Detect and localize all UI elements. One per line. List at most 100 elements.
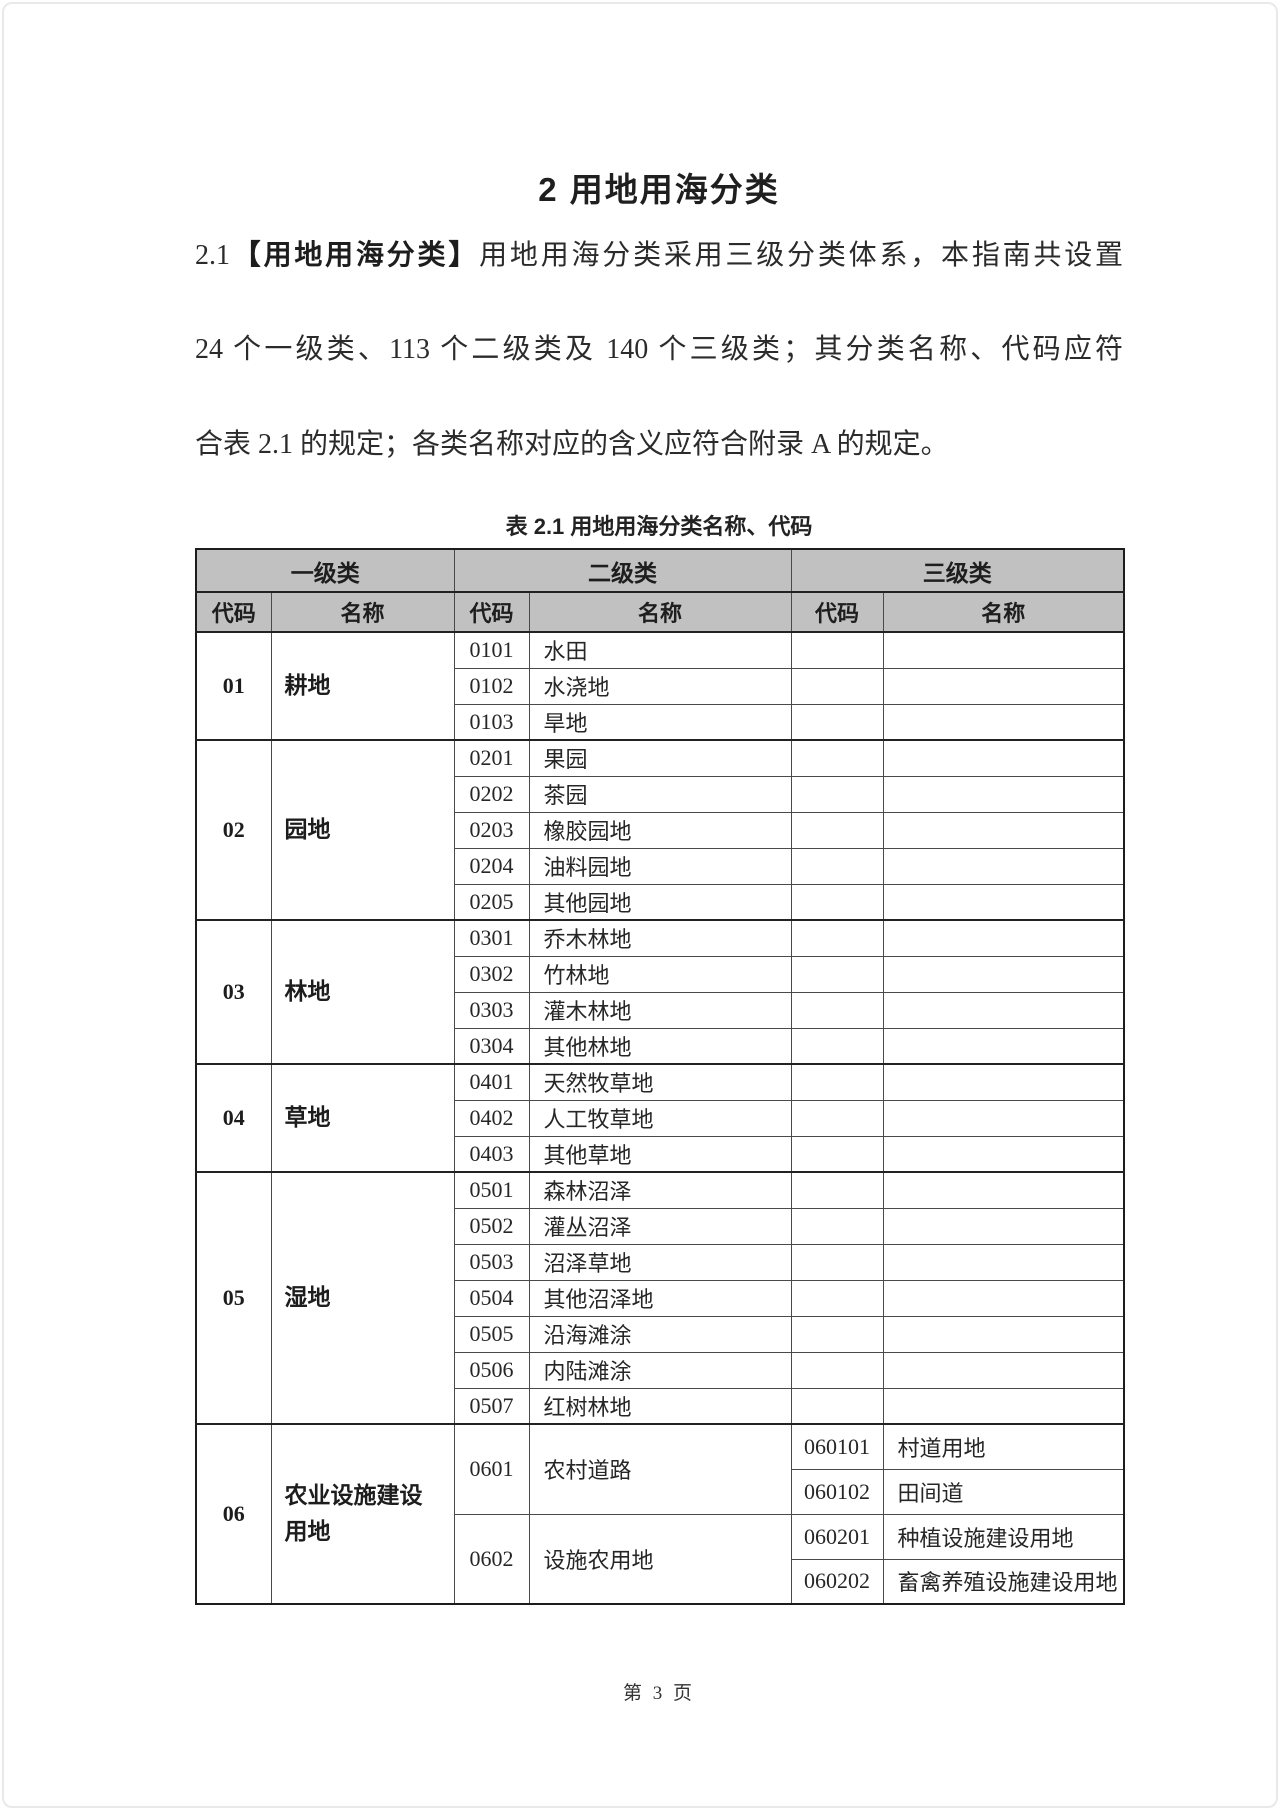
header-l1-code: 代码 (195, 591, 272, 633)
header-level3: 三级类 (790, 548, 1125, 593)
l2-code-cell: 0202 (453, 775, 530, 813)
l3-code-cell (790, 883, 884, 921)
l3-code-cell (790, 991, 884, 1029)
l2-name-cell: 旱地 (528, 703, 792, 741)
l2-name-cell: 油料园地 (528, 847, 792, 885)
l3-name-cell: 村道用地 (882, 1423, 1125, 1470)
l3-name-cell (882, 919, 1125, 957)
l2-code-cell: 0601 (453, 1423, 530, 1515)
table-row: 0204 油料园地 (196, 847, 1125, 885)
l2-name-cell: 天然牧草地 (528, 1063, 792, 1101)
l2-code-cell: 0403 (453, 1135, 530, 1173)
table-row: 03 林地 0301 乔木林地 (195, 919, 1125, 1065)
l1-code-cell: 04 (195, 1063, 272, 1173)
l2-name-cell: 灌丛沼泽 (528, 1207, 792, 1245)
l1-name-cell: 湿地 (270, 1171, 455, 1425)
l3-code-cell (790, 739, 884, 777)
l2-name-cell: 农村道路 (528, 1423, 792, 1515)
clause-number: 2.1 (195, 240, 230, 271)
l3-code-cell (790, 1387, 884, 1425)
l3-code-cell (790, 667, 884, 705)
table-row: 0103 旱地 (196, 703, 1125, 741)
l3-name-cell (882, 1243, 1125, 1281)
l1-name-cell: 林地 (270, 919, 455, 1065)
table-row: 05 湿地 0501 森林沼泽 (195, 1171, 1125, 1425)
l3-code-cell (790, 1351, 884, 1389)
l2-code-cell: 0102 (453, 667, 530, 705)
l3-name-cell (882, 667, 1125, 705)
table-row: 0102 水浇地 (196, 667, 1125, 705)
l2-code-cell: 0205 (453, 883, 530, 921)
l2-code-cell: 0401 (453, 1063, 530, 1101)
l3-code-cell (790, 631, 884, 669)
l3-name-cell (882, 1171, 1125, 1209)
l1-code-cell: 05 (195, 1171, 272, 1425)
table-row: 0505 沿海滩涂 (196, 1315, 1125, 1353)
header-group-row: 一级类 二级类 三级类 (195, 548, 1125, 593)
table-caption: 表 2.1 用地用海分类名称、代码 (505, 514, 813, 539)
l3-code-cell (790, 1279, 884, 1317)
l2-code-cell: 0304 (453, 1027, 530, 1065)
table-row: 0506 内陆滩涂 (196, 1351, 1125, 1389)
l2-name-cell: 茶园 (528, 775, 792, 813)
l2-name-cell: 其他林地 (528, 1027, 792, 1065)
table-row: 0507 红树林地 (196, 1387, 1125, 1425)
l3-name-cell (882, 811, 1125, 849)
l3-name-cell (882, 847, 1125, 885)
l3-name-cell: 种植设施建设用地 (882, 1513, 1125, 1560)
table-row: 04 草地 0401 天然牧草地 (195, 1063, 1125, 1173)
l2-name-cell: 水浇地 (528, 667, 792, 705)
l2-name-cell: 内陆滩涂 (528, 1351, 792, 1389)
header-columns-row: 代码 名称 代码 名称 代码 名称 (195, 591, 1125, 633)
l2-code-cell: 0303 (453, 991, 530, 1029)
l1-code-cell: 01 (195, 631, 272, 741)
l3-name-cell (882, 1027, 1125, 1065)
table-row: 0304 其他林地 (196, 1027, 1125, 1065)
l3-code-cell (790, 703, 884, 741)
l3-name-cell (882, 1351, 1125, 1389)
l2-code-cell: 0103 (453, 703, 530, 741)
l3-code-cell (790, 1135, 884, 1173)
l3-name-cell (882, 1135, 1125, 1173)
l2-name-cell: 竹林地 (528, 955, 792, 993)
l2-name-cell: 沼泽草地 (528, 1243, 792, 1281)
l2-code-cell: 0201 (453, 739, 530, 777)
l2-name-cell: 果园 (528, 739, 792, 777)
table-row: 0402 人工牧草地 (196, 1099, 1125, 1137)
l2-code-cell: 0503 (453, 1243, 530, 1281)
l3-code-cell (790, 1027, 884, 1065)
l3-code-cell (790, 775, 884, 813)
table-row: 0202 茶园 (196, 775, 1125, 813)
l2-name-cell: 设施农用地 (528, 1513, 792, 1605)
l3-name-cell (882, 703, 1125, 741)
header-l1-name: 名称 (270, 591, 455, 633)
l2-code-cell: 0501 (453, 1171, 530, 1209)
l2-name-cell: 沿海滩涂 (528, 1315, 792, 1353)
header-l3-code: 代码 (790, 591, 884, 633)
page-title: 2 用地用海分类 (538, 171, 780, 208)
header-l3-name: 名称 (882, 591, 1125, 633)
header-level2: 二级类 (453, 548, 792, 593)
l3-name-cell (882, 1063, 1125, 1101)
l3-code-cell (790, 1315, 884, 1353)
table-row: 0203 橡胶园地 (196, 811, 1125, 849)
l1-name-cell: 农业设施建设用地 (270, 1423, 455, 1605)
paragraph-line-2: 24 个一级类、113 个二级类及 140 个三级类；其分类名称、代码应符 (195, 334, 1123, 365)
classification-table: 一级类 二级类 三级类 代码 名称 代码 名称 代码 名称 01 耕地 0101 水田… (195, 548, 1125, 1605)
l3-name-cell (882, 1315, 1125, 1353)
l2-name-cell: 人工牧草地 (528, 1099, 792, 1137)
table-row: 0302 竹林地 (196, 955, 1125, 993)
page-number: 第 3 页 (622, 1683, 695, 1704)
l3-code-cell (790, 847, 884, 885)
table-row: 01 耕地 0101 水田 (195, 631, 1125, 741)
l3-code-cell: 060102 (790, 1468, 884, 1515)
l2-code-cell: 0204 (453, 847, 530, 885)
l3-name-cell (882, 775, 1125, 813)
l3-code-cell (790, 1243, 884, 1281)
l1-name-cell: 园地 (270, 739, 455, 921)
l1-code-cell: 03 (195, 919, 272, 1065)
l3-name-cell (882, 1387, 1125, 1425)
paragraph-line-3: 合表 2.1 的规定；各类名称对应的含义应符合附录 A 的规定。 (195, 429, 949, 460)
l2-name-cell: 乔木林地 (528, 919, 792, 957)
l3-name-cell: 田间道 (882, 1468, 1125, 1515)
